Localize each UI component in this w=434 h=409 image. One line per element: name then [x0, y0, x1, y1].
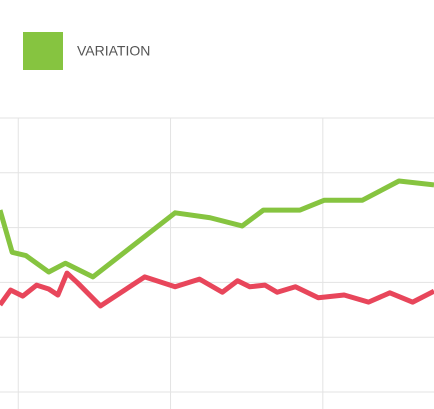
- legend: VARIATION: [23, 32, 150, 70]
- plot: [0, 178, 434, 309]
- legend-swatch: [23, 32, 63, 70]
- grid: [0, 117, 434, 409]
- legend-label: VARIATION: [77, 43, 150, 59]
- line-series: [0, 178, 434, 280]
- line-series: [0, 270, 434, 309]
